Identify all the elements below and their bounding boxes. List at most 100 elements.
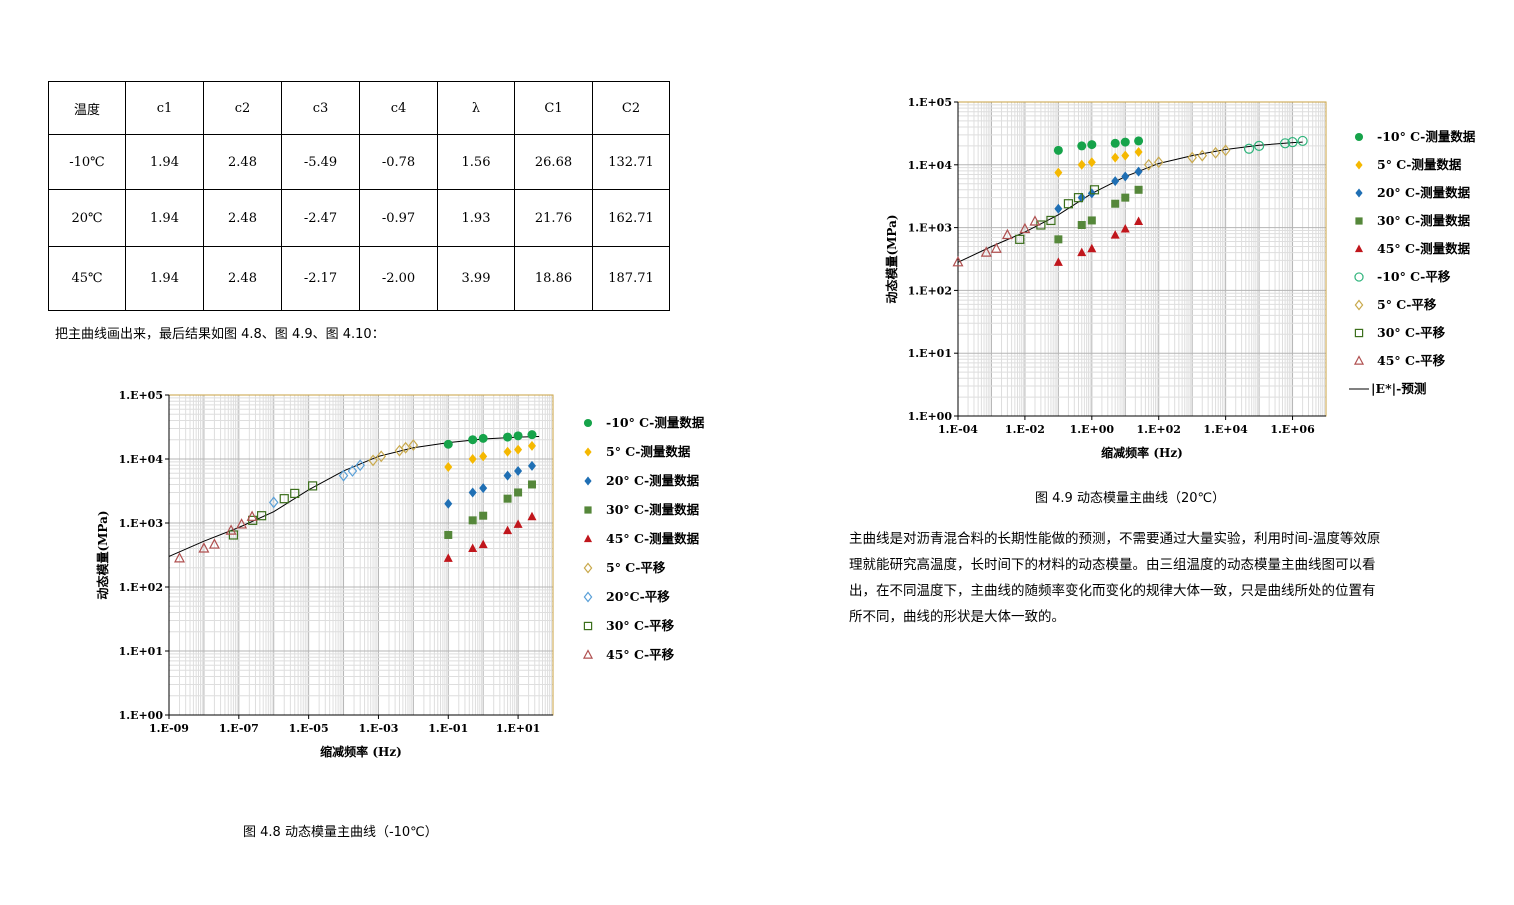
data-point xyxy=(503,446,512,457)
data-point xyxy=(355,459,365,472)
table-cell: 1.94 xyxy=(125,246,204,311)
legend-marker xyxy=(1354,272,1364,282)
data-point xyxy=(1054,235,1063,244)
y-tick-label: 1.E+00 xyxy=(119,709,164,722)
data-point xyxy=(198,542,210,553)
data-point xyxy=(208,538,220,549)
data-point xyxy=(1134,216,1144,226)
y-tick-label: 1.E+01 xyxy=(119,645,163,658)
data-point xyxy=(338,469,349,482)
data-point xyxy=(1120,137,1130,147)
data-point xyxy=(1134,166,1143,177)
y-tick-label: 1.E+00 xyxy=(908,410,953,423)
data-point xyxy=(1134,185,1143,194)
data-point xyxy=(527,430,537,440)
legend-label: 30° C-测量数据 xyxy=(1377,213,1471,228)
legend-marker xyxy=(1354,328,1364,338)
table-cell: 2.48 xyxy=(203,189,282,247)
data-point xyxy=(514,488,523,497)
y-tick-label: 1.E+02 xyxy=(119,581,163,594)
x-tick-label: 1.E-02 xyxy=(1005,423,1045,436)
data-point xyxy=(478,539,488,549)
legend-label: -10° C-测量数据 xyxy=(1377,129,1476,144)
x-tick-label: 1.E-09 xyxy=(149,722,189,735)
legend-marker xyxy=(1353,355,1365,365)
legend-marker xyxy=(1355,188,1363,198)
data-point xyxy=(1120,223,1130,233)
data-point xyxy=(1019,222,1031,234)
data-point xyxy=(1134,136,1144,146)
data-point xyxy=(174,552,186,563)
legend-label: 30° C-平移 xyxy=(1377,325,1446,340)
data-point xyxy=(1111,199,1120,208)
x-tick-label: 1.E-03 xyxy=(358,722,398,735)
table-cell: -0.78 xyxy=(359,134,438,190)
data-point xyxy=(408,439,419,452)
data-point xyxy=(468,543,478,552)
data-point xyxy=(225,524,237,535)
table-header-cell: 温度 xyxy=(48,81,126,135)
data-point xyxy=(514,444,523,455)
table-cell: 1.94 xyxy=(125,134,204,190)
table-cell: 1.93 xyxy=(437,189,515,247)
data-point xyxy=(1077,221,1086,230)
figure-caption-4-8: 图 4.8 动态模量主曲线（-10℃） xyxy=(243,825,438,840)
data-point xyxy=(513,431,523,441)
x-tick-label: 1.E-07 xyxy=(219,722,259,735)
data-point xyxy=(527,480,536,489)
x-tick-label: 1.E-04 xyxy=(938,423,978,436)
legend-label: 20° C-测量数据 xyxy=(1377,185,1471,200)
data-point xyxy=(268,496,279,509)
table-cell: 187.71 xyxy=(592,246,670,311)
data-point xyxy=(1243,143,1255,154)
y-tick-label: 1.E+03 xyxy=(119,517,163,530)
legend-marker xyxy=(582,649,594,659)
x-tick-label: 1.E+04 xyxy=(1203,423,1248,436)
table-cell: -2.17 xyxy=(281,246,360,311)
legend-marker xyxy=(1355,160,1363,170)
data-point xyxy=(1111,176,1120,187)
data-point xyxy=(400,441,411,454)
table-header-cell: c3 xyxy=(281,81,360,135)
x-axis-title: 缩减频率 (Hz) xyxy=(1101,445,1183,460)
data-point xyxy=(1087,243,1097,253)
data-point xyxy=(468,435,478,445)
legend-label: 20°C-平移 xyxy=(606,589,670,604)
data-point xyxy=(347,465,358,477)
data-point xyxy=(1143,158,1154,171)
master-curve-line xyxy=(957,141,1303,263)
legend-marker xyxy=(583,418,593,428)
y-tick-label: 1.E+05 xyxy=(908,96,952,109)
table-row: 45℃ 1.94 2.48 -2.17 -2.00 3.99 18.86 187… xyxy=(48,246,670,311)
table-header-cell: C1 xyxy=(514,81,593,135)
data-point xyxy=(257,511,267,521)
data-point xyxy=(1053,145,1063,155)
data-point xyxy=(1001,228,1013,240)
data-point xyxy=(513,519,523,528)
data-point xyxy=(1110,230,1120,239)
table-cell: 2.48 xyxy=(203,246,282,311)
legend-marker xyxy=(1354,132,1364,142)
data-point xyxy=(1046,215,1056,226)
data-point xyxy=(1087,157,1096,168)
x-tick-label: 1.E+01 xyxy=(496,722,540,735)
table-cell: 45℃ xyxy=(48,246,126,311)
table-cell: 162.71 xyxy=(592,189,670,247)
data-point xyxy=(503,470,512,481)
data-point xyxy=(1121,193,1130,202)
y-axis-title: 动态模量(MPa) xyxy=(884,214,899,303)
data-point xyxy=(290,488,300,499)
y-tick-label: 1.E+03 xyxy=(908,222,952,235)
x-axis-title: 缩减频率 (Hz) xyxy=(320,744,402,759)
legend-label: 5° C-测量数据 xyxy=(606,444,691,459)
data-point xyxy=(1297,135,1308,147)
legend-label: 45° C-测量数据 xyxy=(606,531,700,546)
data-point xyxy=(952,256,964,267)
data-point xyxy=(1220,144,1231,157)
data-point xyxy=(1134,146,1143,157)
data-point xyxy=(279,494,289,504)
y-tick-label: 1.E+05 xyxy=(119,389,163,402)
y-tick-label: 1.E+04 xyxy=(908,159,953,172)
data-point xyxy=(376,450,386,463)
legend-label: 20° C-测量数据 xyxy=(606,473,700,488)
